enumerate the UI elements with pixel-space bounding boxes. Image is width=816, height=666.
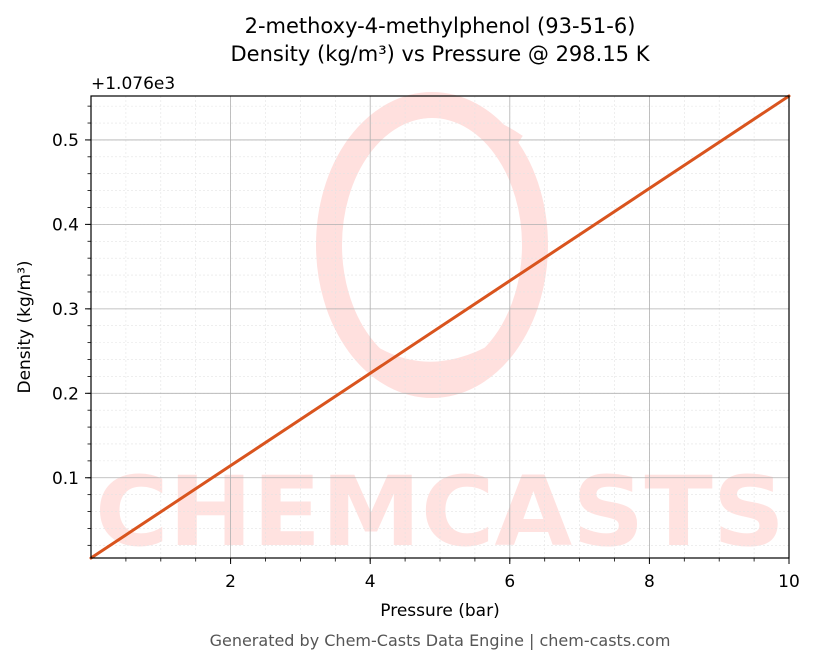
chart-title-line1: 2-methoxy-4-methylphenol (93-51-6) — [245, 14, 636, 38]
x-tick-label: 10 — [778, 572, 800, 592]
y-tick-label: 0.3 — [52, 300, 79, 320]
y-axis-label: Density (kg/m³) — [15, 260, 35, 393]
series-layer — [89, 94, 791, 560]
x-tick-label: 4 — [365, 572, 376, 592]
y-tick-label: 0.5 — [52, 131, 79, 151]
y-tick-label: 0.1 — [52, 469, 79, 489]
x-tick-label: 6 — [504, 572, 515, 592]
footer-credit: Generated by Chem-Casts Data Engine | ch… — [210, 631, 671, 650]
x-tick-label: 8 — [644, 572, 655, 592]
x-tick-label: 2 — [225, 572, 236, 592]
y-tick-label: 0.4 — [52, 215, 79, 235]
x-axis-ticks: 2 4 6 8 10 — [125, 558, 800, 592]
chart-title-line2: Density (kg/m³) vs Pressure @ 298.15 K — [230, 42, 650, 66]
watermark-swirl-icon — [316, 92, 548, 398]
y-axis-ticks: 0.1 0.2 0.3 0.4 0.5 — [52, 105, 91, 546]
y-offset-label: +1.076e3 — [91, 74, 175, 94]
y-tick-label: 0.2 — [52, 384, 79, 404]
x-axis-label: Pressure (bar) — [380, 601, 499, 621]
density-series-line — [89, 94, 791, 560]
